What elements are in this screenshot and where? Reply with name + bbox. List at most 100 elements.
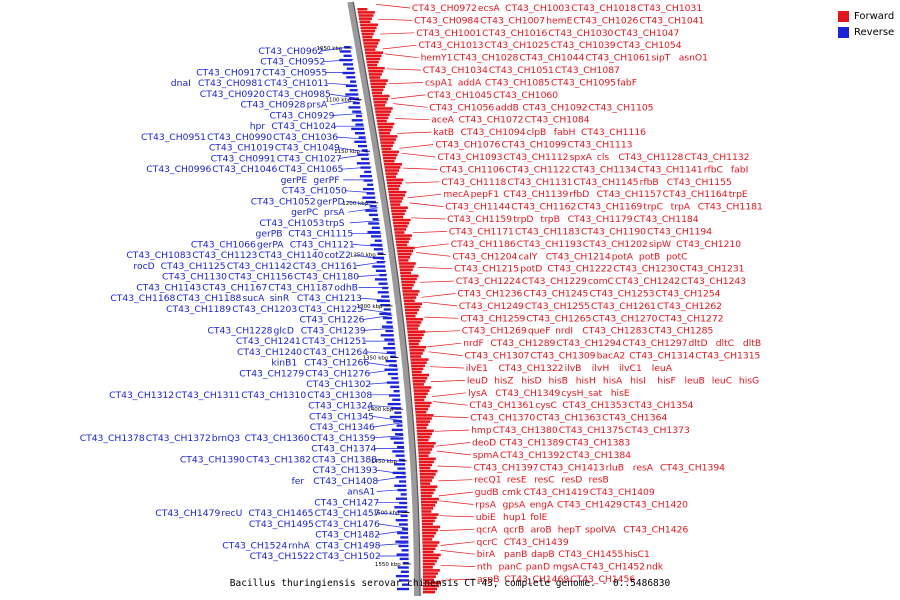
reverse-feature — [387, 372, 398, 376]
reverse-swatch — [838, 26, 849, 38]
gene-label: CT43_CH1245 — [523, 289, 588, 300]
gene-label: birA — [477, 549, 496, 560]
gene-label: CT43_CH1229 — [522, 276, 587, 287]
gene-label: CT43_CH1039 — [551, 40, 616, 51]
gene-label: gerPD — [317, 196, 345, 207]
leader-line — [369, 381, 400, 385]
forward-feature — [384, 163, 402, 166]
gene-label: CT43_CH1390 — [180, 454, 245, 465]
forward-feature — [387, 187, 399, 191]
gene-label: CT43_CH1065 — [278, 164, 343, 175]
gene-label: leuA — [652, 363, 673, 374]
reverse-feature — [365, 209, 378, 212]
reverse-feature — [363, 179, 373, 182]
gene-label: gpsA — [503, 500, 526, 511]
gene-label: panD — [526, 562, 550, 573]
reverse-feature — [395, 433, 404, 436]
genome-title: Bacillus thuringiensis serovar chinensis… — [229, 578, 671, 589]
gene-label: CT43_CH0985 — [266, 89, 331, 100]
gene-label: CT43_CH1345 — [309, 411, 374, 422]
gene-label: CT43_CH1106 — [440, 164, 505, 175]
gene-label: CT43_CH1183 — [515, 226, 580, 237]
gene-label: gerPE — [281, 175, 308, 186]
gene-label: leuB — [685, 375, 705, 386]
leader-line — [405, 181, 440, 184]
gene-label: CT43_CH1265 — [526, 313, 591, 324]
leader-line — [425, 330, 460, 333]
gene-label: CT43_CH1353 — [562, 400, 627, 411]
gene-label: qcrA — [476, 524, 498, 535]
reverse-feature — [391, 407, 402, 410]
gene-label: CT43_CH1374 — [311, 444, 376, 455]
reverse-feature — [368, 222, 380, 225]
forward-feature — [422, 544, 438, 547]
leader-line — [354, 254, 385, 260]
gene-label: CT43_CH1408 — [313, 476, 378, 487]
forward-feature — [422, 531, 437, 535]
forward-feature — [420, 497, 439, 501]
gene-label: CT43_CH1113 — [568, 140, 633, 151]
reverse-feature — [392, 471, 406, 475]
forward-feature — [394, 234, 412, 237]
forward-feature — [396, 243, 408, 247]
forward-feature — [400, 277, 417, 281]
gene-label: CT43_CH1241 — [236, 336, 301, 347]
forward-feature — [417, 442, 436, 445]
leader-line — [440, 564, 475, 567]
gene-label: CT43_CH1228 — [208, 325, 273, 336]
gene-label: fabH — [554, 127, 576, 138]
reverse-feature — [343, 63, 354, 66]
forward-feature — [422, 550, 434, 554]
leader-line — [337, 147, 369, 153]
gene-label: CT43_CH1413 — [540, 462, 605, 473]
gene-label: CT43_CH1279 — [239, 368, 304, 379]
gene-label: CT43_CH1188 — [176, 293, 241, 304]
forward-feature — [397, 249, 414, 253]
gene-label: panC — [499, 562, 523, 573]
scale-tick-label: 1200 kbp — [342, 201, 368, 207]
reverse-feature — [378, 282, 388, 285]
forward-feature — [422, 562, 435, 566]
forward-feature — [410, 361, 427, 364]
gene-label: CT43_CH0991 — [211, 153, 276, 164]
forward-feature — [412, 373, 429, 377]
gene-label: cysH_sat — [561, 388, 602, 399]
gene-label: CT43_CH1314 — [629, 351, 694, 362]
gene-label: CT43_CH1394 — [660, 462, 725, 473]
leader-line — [323, 59, 354, 63]
reverse-feature — [345, 93, 359, 96]
forward-feature — [374, 104, 386, 107]
reverse-feature — [354, 132, 365, 135]
forward-feature — [401, 283, 414, 287]
leader-line — [401, 152, 436, 158]
forward-feature — [402, 287, 413, 290]
forward-feature — [423, 578, 434, 581]
gene-label: CT43_CH1297 — [623, 338, 688, 349]
gene-label: CT43_CH1254 — [656, 289, 721, 300]
gene-label: bacA2 — [597, 351, 626, 362]
gene-label: resE — [507, 475, 527, 486]
gene-label: CT43_CH1419 — [524, 487, 589, 498]
forward-feature — [371, 85, 385, 89]
reverse-feature — [373, 256, 385, 260]
leader-line — [372, 422, 403, 428]
gene-label: CT43_CH1226 — [300, 315, 365, 326]
forward-feature — [407, 333, 424, 337]
gene-label: rfbD — [569, 189, 589, 200]
leader-line — [321, 46, 352, 52]
leader-line — [435, 442, 471, 447]
forward-feature — [419, 469, 438, 473]
forward-feature — [383, 159, 395, 163]
forward-feature — [409, 345, 427, 349]
gene-label: CT43_CH1083 — [126, 250, 191, 261]
gene-label: CT43_CH1036 — [273, 132, 338, 143]
leader-line — [372, 415, 403, 422]
gene-label: CT43_CH1382 — [246, 454, 311, 465]
reverse-feature — [380, 334, 394, 337]
gene-label: CT43_CH1498 — [316, 540, 381, 551]
forward-feature — [389, 197, 404, 200]
leader-line — [362, 314, 393, 320]
reverse-feature — [396, 424, 403, 427]
reverse-feature — [354, 140, 367, 143]
gene-label: hup1 — [503, 512, 526, 523]
